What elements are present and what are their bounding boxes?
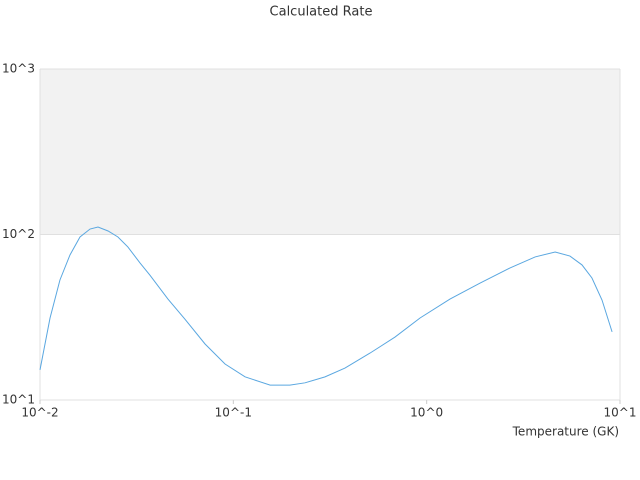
y-tick-label: 10^2 <box>2 227 35 241</box>
plot-band <box>40 69 620 235</box>
y-tick-label: 10^1 <box>2 393 35 407</box>
chart-title: Calculated Rate <box>270 5 373 20</box>
series-line <box>39 226 613 386</box>
x-tick-label: 10^-1 <box>215 406 252 420</box>
x-axis-label: Temperature (GK) <box>512 425 619 439</box>
x-tick-label: 10^-2 <box>21 406 58 420</box>
x-tick-label: 10^0 <box>410 406 443 420</box>
x-tick-label: 10^1 <box>604 406 637 420</box>
y-tick-label: 10^3 <box>2 62 35 76</box>
